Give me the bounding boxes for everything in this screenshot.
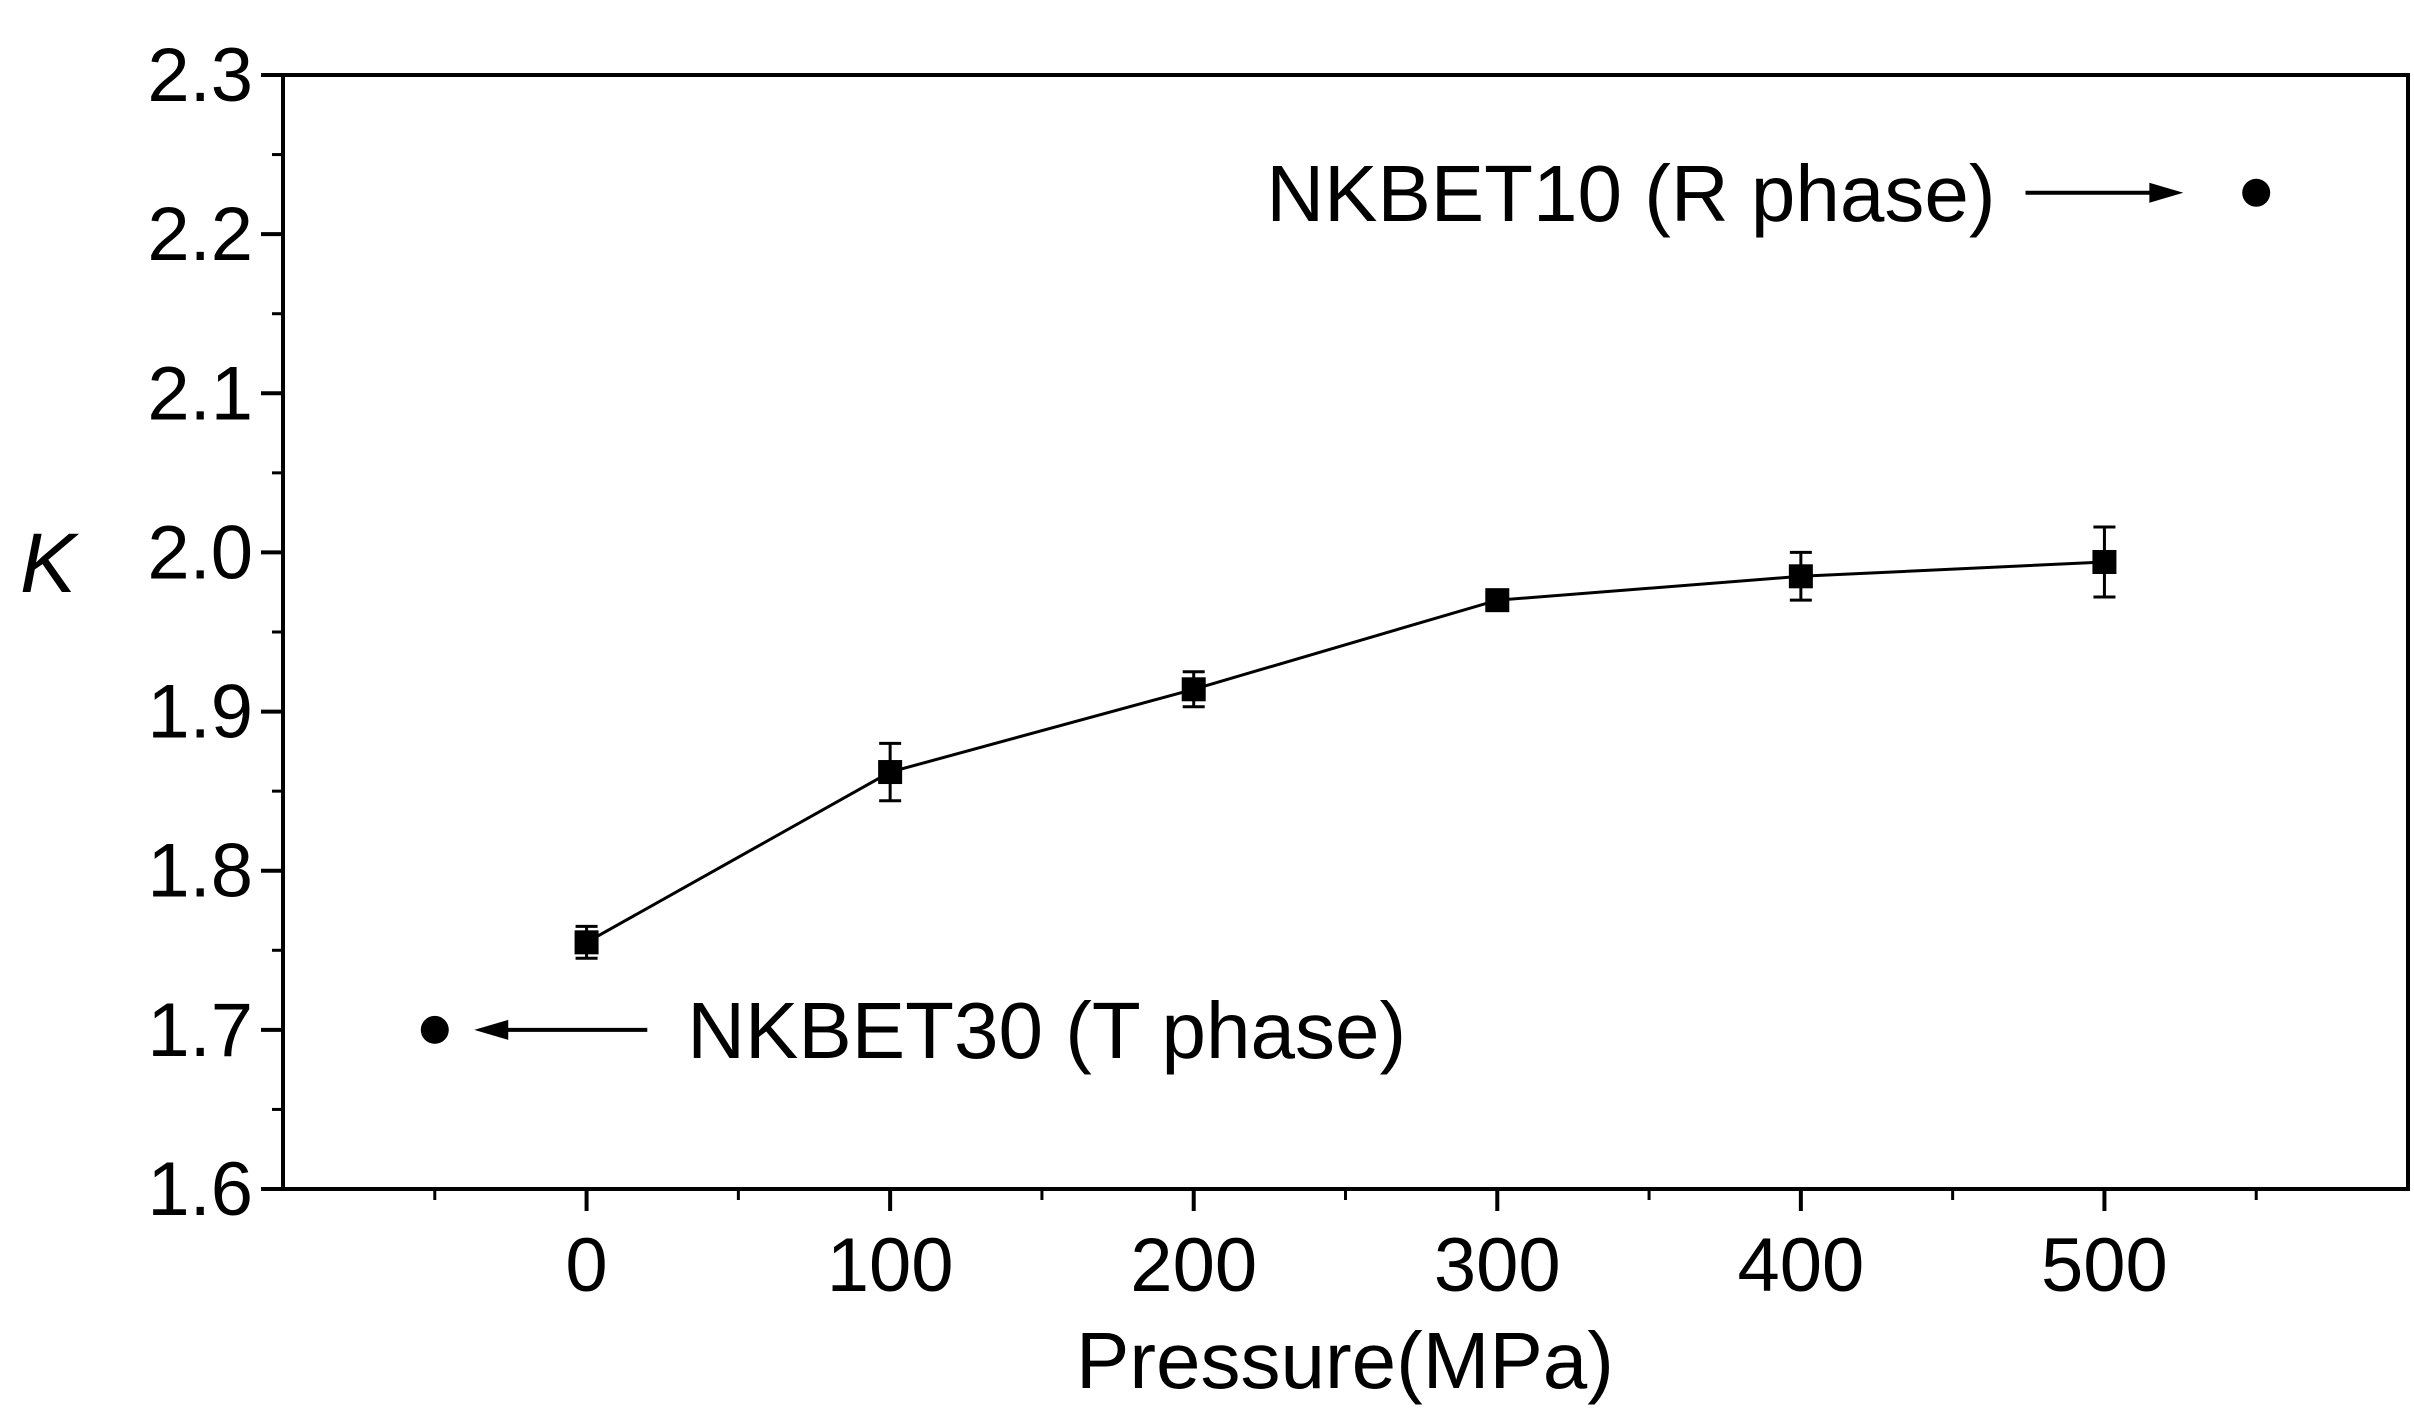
x-tick-label: 200	[1130, 1223, 1257, 1308]
series-line	[585, 560, 2105, 944]
y-tick-label: 2.2	[147, 192, 253, 277]
y-tick-label: 1.6	[147, 1147, 253, 1232]
x-tick-label: 500	[2041, 1223, 2168, 1308]
y-tick-label: 1.7	[147, 988, 253, 1073]
reference-point-nkbet10	[2242, 178, 2271, 207]
data-series	[574, 525, 2117, 960]
x-axis-ticks: 0 100 200 300 400 500	[433, 1189, 2258, 1308]
y-tick-label: 2.0	[147, 510, 253, 595]
x-axis-title: Pressure(MPa)	[1076, 1316, 1614, 1405]
y-axis-title: K	[20, 516, 80, 610]
data-point-square	[1485, 588, 1510, 613]
arrow-head	[474, 1019, 509, 1040]
x-tick-label: 100	[827, 1223, 954, 1308]
x-tick-label: 400	[1737, 1223, 1864, 1308]
y-tick-label: 1.9	[147, 670, 253, 755]
x-tick-label: 300	[1434, 1223, 1561, 1308]
data-point-square	[574, 930, 599, 955]
y-axis-ticks: 1.6 1.7 1.8 1.9 2.0 2.1 2.2 2.3	[147, 33, 283, 1232]
y-tick-label: 2.1	[147, 351, 253, 436]
reference-point-nkbet30	[420, 1015, 449, 1044]
x-tick-label: 0	[565, 1223, 607, 1308]
data-point-square	[1181, 677, 1206, 702]
annotations: NKBET10 (R phase) NKBET30 (T phase)	[420, 149, 2271, 1075]
annotation-label: NKBET10 (R phase)	[1266, 149, 1995, 238]
data-point-square	[2092, 549, 2117, 574]
data-point-square	[878, 760, 903, 785]
data-point-square	[1788, 564, 1813, 589]
y-tick-label: 1.8	[147, 829, 253, 914]
y-tick-label: 2.3	[147, 33, 253, 118]
annotation-label: NKBET30 (T phase)	[687, 986, 1406, 1075]
arrow-head	[2149, 182, 2184, 203]
